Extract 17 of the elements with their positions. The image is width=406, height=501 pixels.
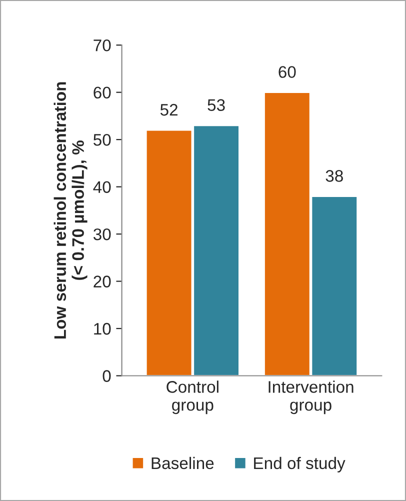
data-label: 53 — [208, 99, 225, 111]
y-tick-label: 20 — [94, 276, 111, 288]
y-tick-label: 30 — [93, 228, 111, 240]
legend-label: Baseline — [152, 456, 214, 470]
y-tick-label: 40 — [93, 181, 111, 194]
x-tick-label: Intervention group — [268, 380, 354, 414]
y-tick-label: 0 — [102, 370, 111, 382]
data-label: 52 — [160, 104, 178, 116]
data-label: 60 — [278, 66, 296, 78]
y-tick-label: 10 — [94, 322, 111, 335]
y-tick-label: 60 — [94, 86, 111, 99]
y-tick-label: 70 — [94, 39, 111, 52]
legend-label: End of study — [254, 456, 346, 472]
x-tick-label: Control group — [166, 380, 218, 414]
y-tick-label: 50 — [94, 134, 111, 146]
data-label: 38 — [326, 170, 343, 182]
y-axis-title: Low serum retinol concentration (< 0.70 µmol/L), % — [54, 82, 88, 338]
